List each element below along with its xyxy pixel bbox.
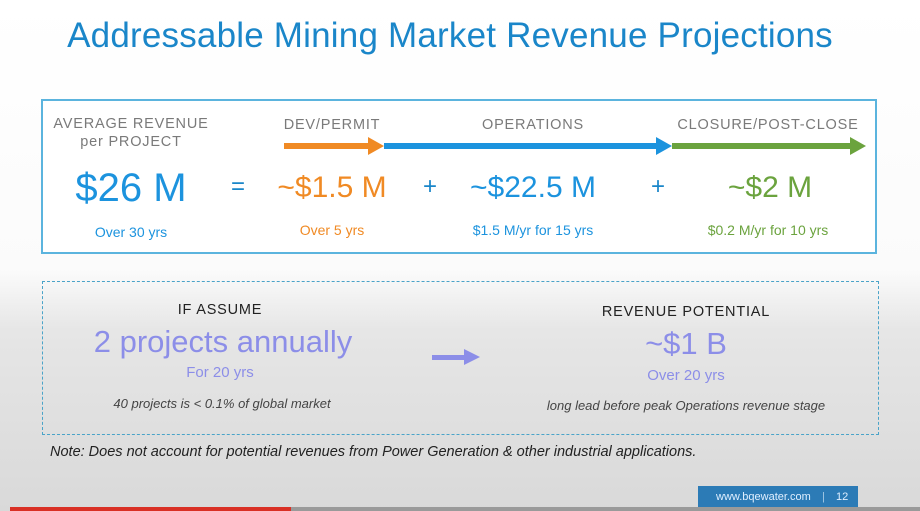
operations-value: ~$22.5 M [470, 171, 596, 204]
global-market-note: 40 projects is < 0.1% of global market [113, 396, 331, 411]
operations-duration: $1.5 M/yr for 15 yrs [472, 222, 594, 238]
phase-label-operations: OPERATIONS [482, 117, 584, 133]
revenue-potential-label: REVENUE POTENTIAL [601, 304, 771, 320]
dev-permit-arrowhead [368, 137, 384, 155]
projects-duration: For 20 yrs [186, 364, 254, 381]
average-revenue-label: AVERAGE REVENUE [53, 116, 209, 132]
plus-sign-2: + [650, 173, 665, 200]
closure-value: ~$2 M [727, 171, 813, 204]
closure-duration: $0.2 M/yr for 10 yrs [707, 222, 829, 238]
dev-permit-arrow [284, 143, 370, 149]
result-arrow [432, 355, 466, 360]
footnote: Note: Does not account for potential rev… [50, 444, 697, 460]
dev-permit-duration: Over 5 yrs [299, 222, 365, 238]
revenue-potential-box [42, 281, 879, 435]
dev-permit-value: ~$1.5 M [277, 171, 387, 204]
if-assume-label: IF ASSUME [177, 302, 263, 318]
equals-sign: = [230, 173, 245, 200]
revenue-potential-value: ~$1 B [645, 326, 727, 361]
slide-footer: www.bqewater.com | 12 [698, 486, 858, 508]
footer-url: www.bqewater.com [716, 491, 811, 503]
phase-label-dev-permit: DEV/PERMIT [283, 117, 381, 133]
slide-title: Addressable Mining Market Revenue Projec… [67, 16, 833, 55]
footer-separator: | [822, 491, 825, 503]
phase-label-closure: CLOSURE/POST-CLOSE [677, 117, 859, 133]
plus-sign-1: + [422, 173, 437, 200]
video-progress-track[interactable] [291, 507, 920, 511]
average-revenue-duration: Over 30 yrs [94, 224, 168, 240]
closure-arrow [672, 143, 852, 149]
projects-annually-value: 2 projects annually [93, 324, 353, 359]
result-arrowhead [464, 349, 480, 365]
per-project-label: per PROJECT [80, 134, 182, 150]
operations-arrowhead [656, 137, 672, 155]
revenue-formula-box [41, 99, 877, 254]
closure-arrowhead [850, 137, 866, 155]
video-progress-played[interactable] [10, 507, 291, 511]
peak-operations-note: long lead before peak Operations revenue… [546, 398, 826, 413]
page-number: 12 [836, 491, 849, 503]
revenue-potential-duration: Over 20 yrs [647, 367, 725, 384]
operations-arrow [384, 143, 658, 149]
average-revenue-value: $26 M [75, 166, 187, 210]
